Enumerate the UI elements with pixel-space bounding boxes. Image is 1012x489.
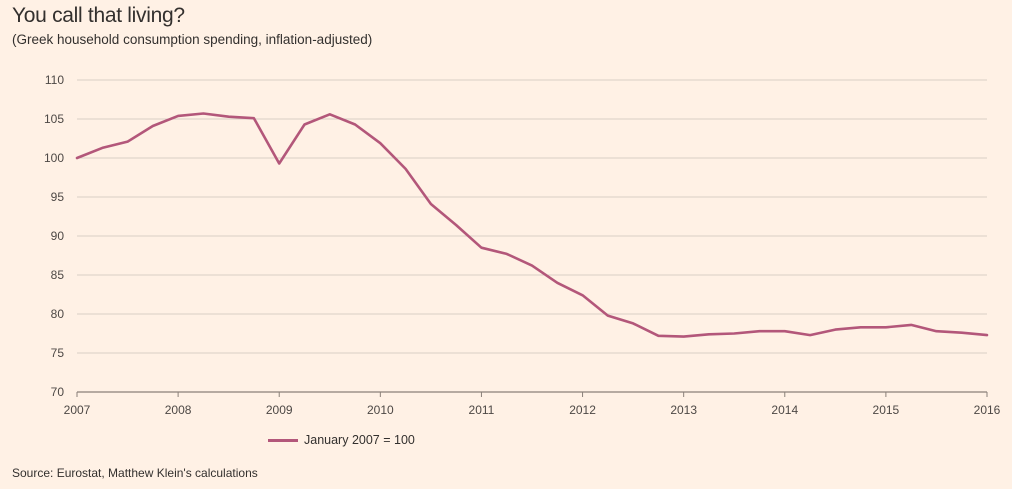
x-axis xyxy=(76,391,988,397)
x-tick-label: 2014 xyxy=(771,403,798,417)
y-tick-label: 85 xyxy=(51,268,65,282)
y-tick-label: 95 xyxy=(51,190,65,204)
y-tick-label: 105 xyxy=(44,112,64,126)
y-tick-label: 90 xyxy=(51,229,65,243)
series-layer xyxy=(75,112,989,338)
chart-title: You call that living? xyxy=(12,4,185,27)
chart-subtitle: (Greek household consumption spending, i… xyxy=(12,32,373,47)
source-note: Source: Eurostat, Matthew Klein's calcul… xyxy=(12,466,258,480)
series-line xyxy=(75,112,989,338)
y-tick-labels: 70 75 80 85 90 95 100 105 110 xyxy=(44,73,64,399)
legend-swatch xyxy=(268,438,298,442)
legend-label: January 2007 = 100 xyxy=(304,433,415,447)
x-tick-label: 2012 xyxy=(569,403,596,417)
grid-lines xyxy=(77,79,987,354)
x-tick-label: 2015 xyxy=(873,403,900,417)
x-tick-label: 2008 xyxy=(165,403,192,417)
y-tick-label: 75 xyxy=(51,346,65,360)
y-tick-label: 110 xyxy=(45,73,64,87)
y-tick-label: 70 xyxy=(51,385,65,399)
x-tick-labels: 2007 2008 2009 2010 2011 2012 2013 2014 2015 2016 xyxy=(64,403,1001,417)
x-tick-label: 2007 xyxy=(64,403,91,417)
legend: January 2007 = 100 xyxy=(268,433,415,447)
x-tick-label: 2016 xyxy=(974,403,1001,417)
x-tick-label: 2009 xyxy=(266,403,293,417)
x-tick-label: 2013 xyxy=(670,403,697,417)
x-tick-label: 2010 xyxy=(367,403,394,417)
y-tick-label: 80 xyxy=(51,307,65,321)
x-tick-label: 2011 xyxy=(469,403,495,417)
y-tick-label: 100 xyxy=(44,151,64,165)
